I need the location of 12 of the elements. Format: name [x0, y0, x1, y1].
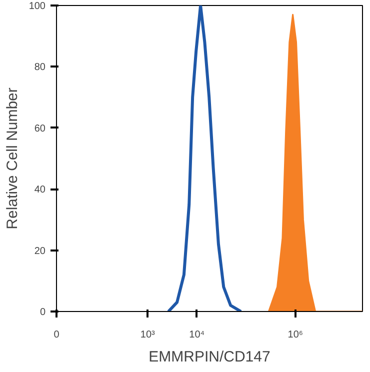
- y-tick-label: 60: [34, 123, 46, 134]
- y-tick-label: 100: [28, 1, 46, 12]
- y-tick-label: 40: [34, 184, 46, 196]
- x-axis-title: EMMRPIN/CD147: [148, 348, 270, 366]
- y-tick-label: 80: [34, 62, 46, 74]
- x-tick-label: 10³: [140, 330, 156, 340]
- x-tick-label: 0: [54, 330, 60, 340]
- y-tick-label: 20: [34, 246, 46, 257]
- x-tick-label: 10⁶: [288, 330, 304, 340]
- y-axis-title: Relative Cell Number: [4, 88, 21, 230]
- y-tick-label: 0: [40, 307, 46, 318]
- x-tick-label: 10⁴: [189, 330, 205, 340]
